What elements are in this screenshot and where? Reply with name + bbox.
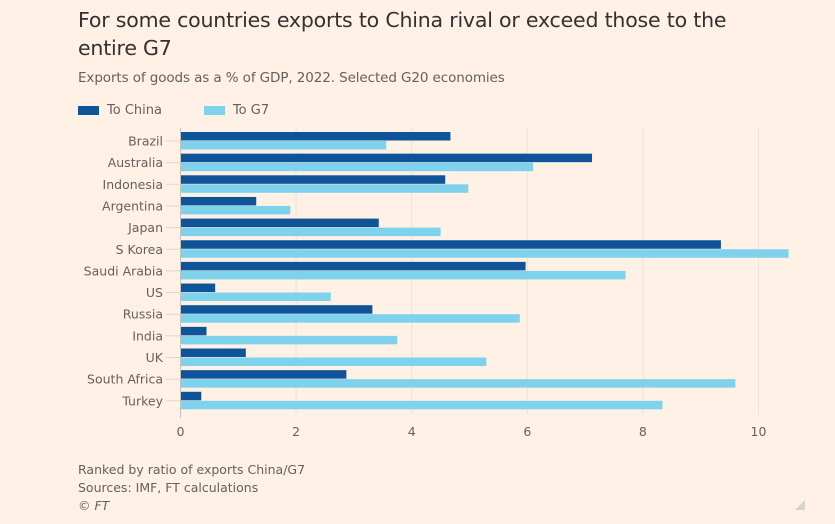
bar-to-g7 [180, 205, 291, 215]
copyright: © FT [78, 498, 110, 513]
bar-to-g7 [180, 184, 469, 193]
bar-to-china [180, 153, 593, 163]
category-label: Australia [108, 155, 163, 170]
bar-to-china [180, 196, 257, 206]
bar-to-china [180, 370, 347, 379]
category-label: Brazil [128, 134, 163, 149]
x-tick-label: 2 [292, 424, 300, 439]
x-tick-label: 10 [751, 424, 767, 439]
bar-to-g7 [180, 335, 398, 345]
x-tick-label: 4 [408, 424, 416, 439]
bar-to-g7 [180, 357, 487, 366]
bar-to-china [180, 218, 379, 228]
category-label: Argentina [102, 198, 163, 213]
bar-to-g7 [180, 314, 520, 323]
category-label: Russia [123, 307, 163, 322]
bar-to-china [180, 283, 216, 293]
bar-to-g7 [180, 249, 789, 258]
legend-swatch-to-g7 [203, 106, 225, 115]
ranking-note: Ranked by ratio of exports China/G7 [78, 462, 306, 477]
bar-to-g7 [180, 292, 331, 302]
category-label: UK [146, 350, 164, 365]
bar-to-china [180, 391, 202, 401]
bar-to-china [180, 305, 373, 314]
footnote: Ranked by ratio of exports China/G7 Sour… [78, 461, 305, 515]
bar-to-china [180, 348, 246, 357]
chart-title: For some countries exports to China riva… [78, 8, 727, 60]
category-label: Turkey [121, 393, 163, 408]
legend-swatch-to-china [78, 106, 99, 115]
bar-to-china [180, 132, 451, 141]
bar-to-g7 [180, 227, 441, 237]
bar-to-china [180, 175, 446, 184]
category-label: South Africa [87, 372, 163, 387]
bar-to-g7 [180, 141, 387, 150]
category-label: Indonesia [103, 177, 163, 192]
category-label: S Korea [116, 242, 163, 257]
x-tick-label: 6 [523, 424, 531, 439]
bar-to-g7 [180, 379, 736, 388]
category-label: Japan [127, 220, 163, 235]
category-label: India [132, 328, 163, 343]
x-tick-label: 0 [177, 424, 185, 439]
category-label: US [146, 285, 163, 300]
bar-to-g7 [180, 270, 626, 280]
x-tick-label: 8 [639, 424, 647, 439]
legend-label: To China [107, 103, 162, 118]
sources-note: Sources: IMF, FT calculations [78, 480, 259, 495]
bar-to-g7 [180, 400, 663, 410]
resize-handle-icon[interactable] [795, 500, 805, 510]
legend-item-to-china: To China [78, 103, 162, 118]
bar-to-china [180, 326, 207, 336]
legend-item-to-g7: To G7 [203, 103, 270, 118]
bar-to-g7 [180, 162, 534, 172]
chart-subtitle: Exports of goods as a % of GDP, 2022. Se… [78, 70, 505, 86]
bar-to-china [180, 240, 721, 249]
bar-to-china [180, 261, 526, 271]
legend-label: To G7 [232, 103, 270, 118]
legend: To China To G7 [78, 103, 311, 118]
category-label: Saudi Arabia [84, 263, 163, 278]
